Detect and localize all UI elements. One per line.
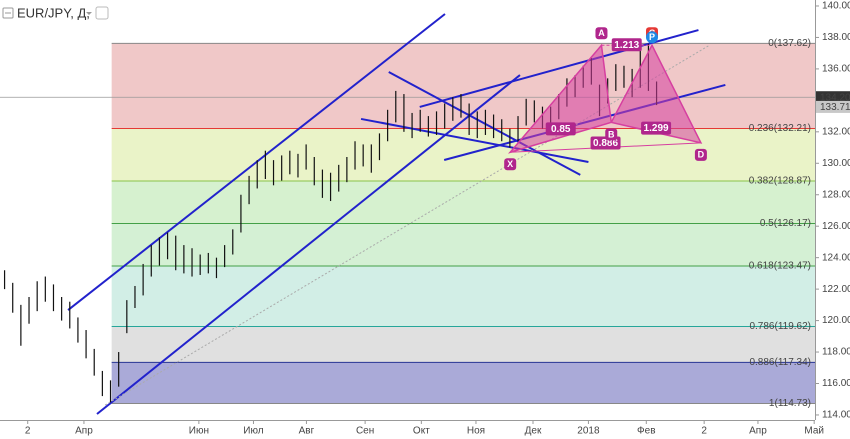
x-tick-label: 2: [25, 426, 31, 437]
dropdown-arrow[interactable]: [86, 12, 92, 15]
ratio-label: 1.299: [644, 123, 669, 134]
trend-line: [360, 117, 589, 164]
last-price-label: 134.20: [820, 92, 850, 103]
x-tick-label: Июл: [243, 426, 263, 437]
pattern-marker: [646, 31, 658, 44]
menu-icon[interactable]: [2, 7, 14, 19]
pattern-marker-label: P: [649, 32, 655, 42]
plot: 0(137.62) 0.236(132.21) 0.382(128.87) 0.5(1…: [0, 13, 815, 415]
fib-label: 0.382(128.87): [749, 176, 811, 187]
pattern-point-label: D: [698, 150, 705, 160]
x-tick-label: Сен: [356, 426, 374, 437]
x-tick-label: Окт: [413, 426, 430, 437]
ratio-box: [611, 38, 642, 52]
ratio-label: 1.213: [614, 40, 639, 51]
y-tick-label: 124.00: [822, 252, 850, 263]
y-tick-label: 114.00: [822, 410, 850, 421]
x-tick-label: Дек: [525, 426, 542, 437]
fib-label: 0.886(117.34): [749, 357, 811, 368]
y-tick-label: 118.00: [822, 347, 850, 358]
fib-band: [111, 223, 815, 266]
fib-label: 0.5(126.17): [760, 218, 811, 229]
x-tick-label: Фев: [637, 426, 655, 437]
y-tick-label: 126.00: [822, 221, 850, 232]
fib-band: [111, 326, 815, 363]
y-tick-label: 116.00: [822, 378, 850, 389]
pattern-point-badge: [504, 158, 517, 171]
pattern-point-label: X: [507, 159, 513, 169]
settings-box[interactable]: [95, 6, 109, 20]
fib-label: 0(137.62): [768, 38, 811, 49]
last-price-tag: [816, 91, 850, 104]
fib-label: 1(114.73): [769, 398, 811, 409]
y-tick-label: 128.00: [822, 189, 850, 200]
last-price-label: 133.71: [820, 102, 850, 113]
fib-band: [111, 181, 815, 224]
ratio-box: [641, 121, 672, 135]
pattern-point-badge: [694, 148, 707, 161]
fib-label: 0.236(132.21): [749, 123, 811, 134]
x-tick-label: Апр: [749, 426, 767, 437]
fib-band: [111, 362, 815, 404]
trend-line: [67, 13, 446, 311]
y-tick-label: 122.00: [822, 284, 850, 295]
x-tick-label: Июн: [189, 426, 209, 437]
ratio-box: [545, 122, 576, 136]
x-tick-label: Май: [804, 426, 824, 437]
x-tick-label: Авг: [299, 426, 315, 437]
fib-label: 0.786(119.62): [749, 321, 811, 332]
y-tick-label: 136.00: [822, 64, 850, 75]
pattern-point-label: A: [598, 28, 605, 38]
y-tick-label: 138.00: [822, 32, 850, 43]
pattern-point-badge: [605, 128, 618, 141]
trend-line: [96, 74, 521, 415]
fib-band: [111, 43, 815, 129]
ratio-label: 0.886: [593, 138, 618, 149]
y-tick-label: 140.00: [822, 1, 850, 12]
x-tick-label: 2018: [577, 426, 600, 437]
pattern-point-label: B: [608, 129, 615, 139]
last-price-tag: [816, 100, 850, 113]
chart-title: EUR/JPY, Д,: [17, 5, 90, 20]
x-tick-label: Апр: [75, 426, 93, 437]
x-tick-label: Ноя: [467, 426, 485, 437]
y-tick-label: 130.00: [822, 158, 850, 169]
x-tick-label: 2: [701, 426, 707, 437]
pattern-point-badge: [595, 27, 608, 40]
dotted-line: [104, 44, 711, 406]
y-tick-label: 120.00: [822, 315, 850, 326]
trend-line: [388, 71, 581, 176]
fib-label: 0.618(123.47): [749, 261, 811, 272]
y-tick-label: 132.00: [822, 126, 850, 137]
ratio-label: 0.85: [551, 124, 571, 135]
fib-band: [111, 266, 815, 327]
pattern-triangle: [507, 43, 613, 154]
